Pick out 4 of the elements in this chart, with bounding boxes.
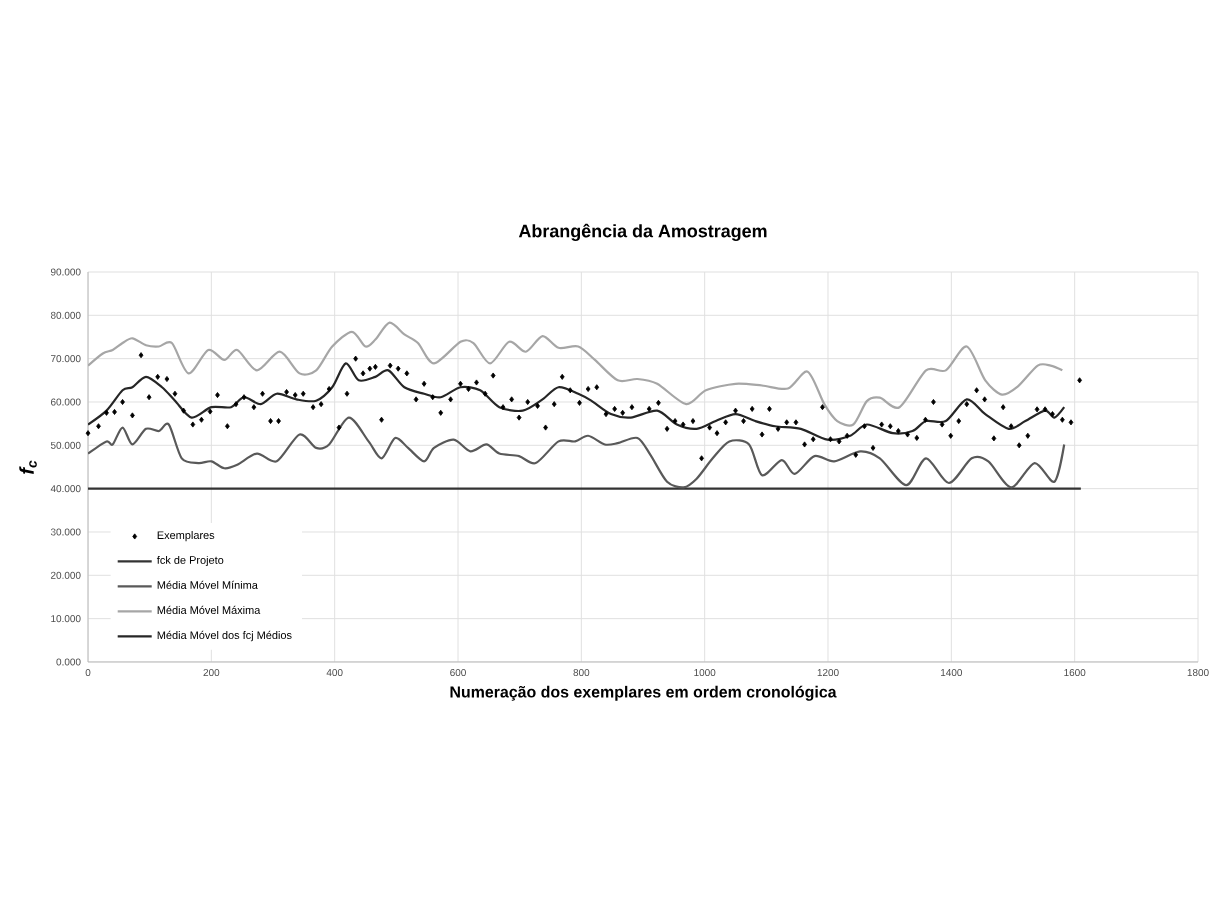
- line-series: [88, 416, 1066, 489]
- y-axis-title: f$_{c}$: [19, 460, 37, 474]
- chart-title: Abrangência da Amostragem: [518, 223, 767, 242]
- line-series: [88, 362, 1066, 441]
